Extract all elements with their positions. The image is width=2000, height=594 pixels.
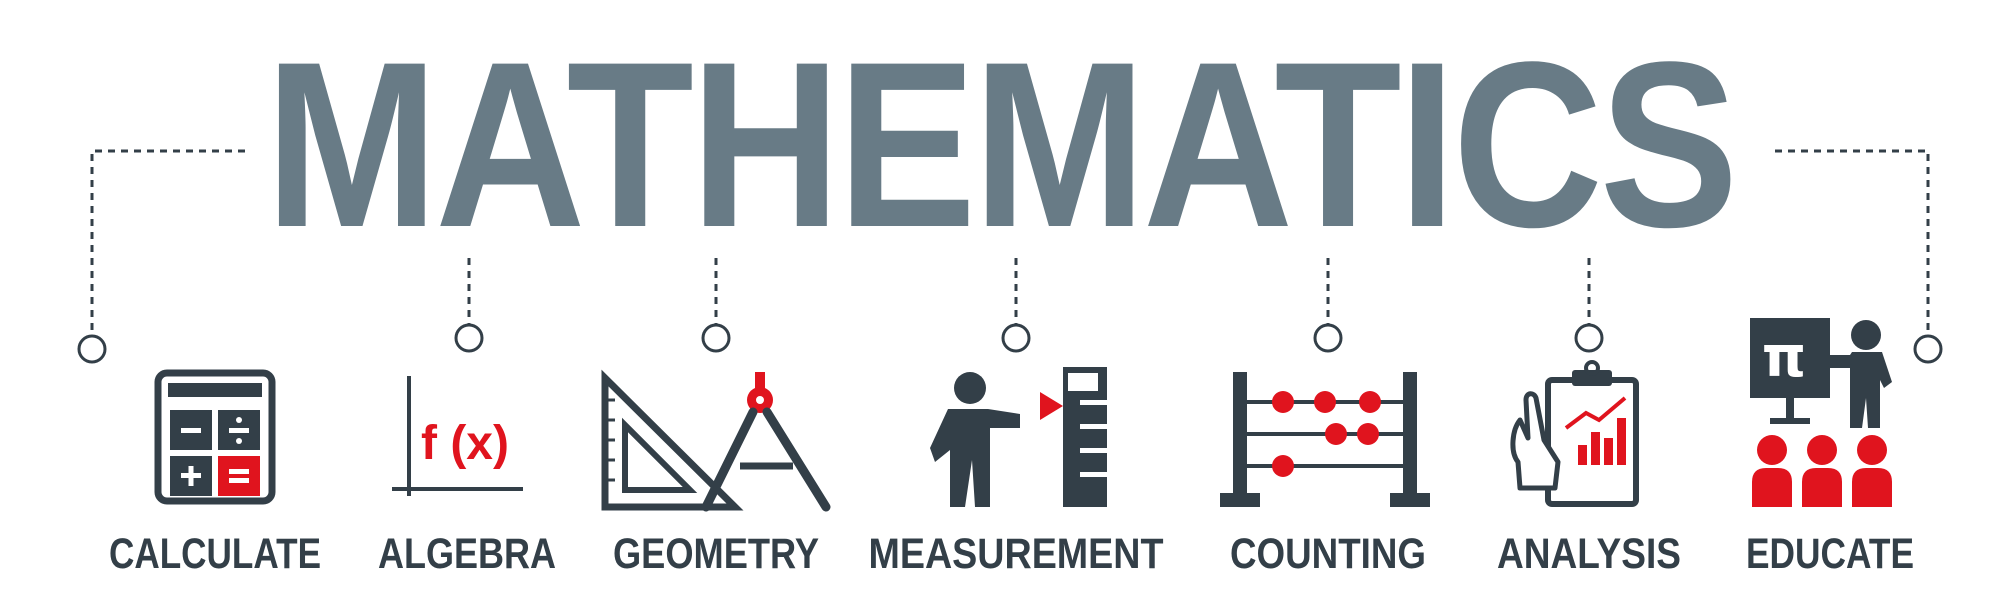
person-measuring-icon <box>930 367 1107 507</box>
label-educate: EDUCATE <box>1746 530 1914 578</box>
function-symbol: f (x) <box>421 417 509 470</box>
abacus-icon <box>1220 372 1430 507</box>
connector-nodes <box>77 323 1943 364</box>
teacher-pi-icon: π <box>1750 318 1892 507</box>
function-graph-icon: f (x) <box>392 376 523 496</box>
label-geometry: GEOMETRY <box>613 530 819 578</box>
label-analysis: ANALYSIS <box>1497 530 1681 578</box>
label-calculate: CALCULATE <box>109 530 321 578</box>
clipboard-chart-icon <box>1510 360 1639 507</box>
label-counting: COUNTING <box>1230 530 1426 578</box>
connector-lines <box>90 149 1930 330</box>
label-measurement: MEASUREMENT <box>869 530 1164 578</box>
banner-title: MATHEMATICS <box>265 13 1735 277</box>
icon-labels: CALCULATE ALGEBRA GEOMETRY MEASUREMENT C… <box>109 530 1914 578</box>
calculator-icon <box>154 369 276 505</box>
pi-symbol: π <box>1762 325 1806 390</box>
set-square-compass-icon <box>601 369 831 512</box>
label-algebra: ALGEBRA <box>378 530 556 578</box>
